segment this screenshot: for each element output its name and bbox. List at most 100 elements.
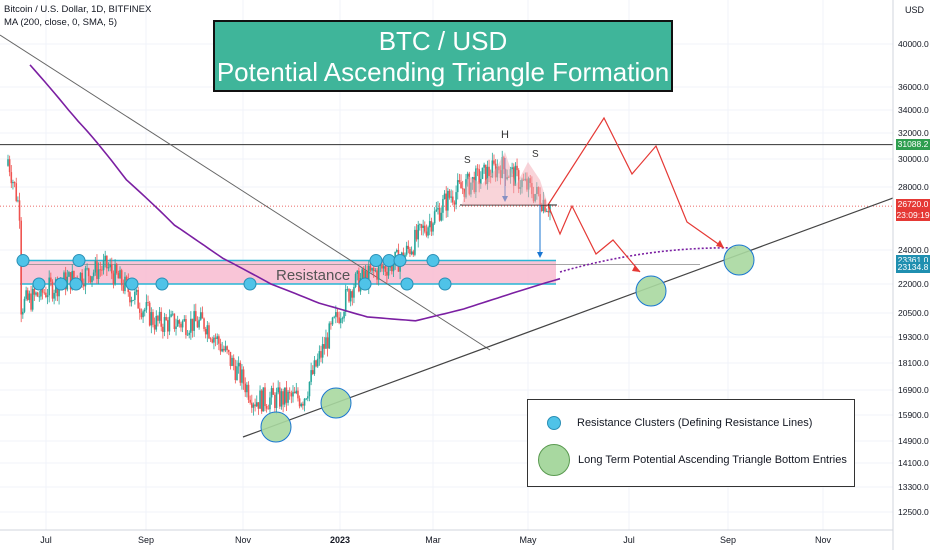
candle-body: [241, 369, 243, 383]
candle-body: [162, 326, 164, 332]
candle-body: [410, 251, 413, 255]
time-tick: 2023: [330, 535, 350, 545]
candle-body: [262, 387, 265, 412]
candle-body: [297, 390, 299, 399]
candle-body: [209, 338, 212, 340]
candle-body: [282, 391, 284, 405]
price-tick: 28000.0: [898, 182, 929, 192]
candle-body: [102, 260, 105, 271]
resistance-cluster-dot: [16, 254, 30, 268]
resistance-zone: Resistance: [20, 259, 700, 285]
candle-body: [339, 318, 342, 323]
resistance-cluster-dot: [438, 277, 452, 291]
price-tick: 36000.0: [898, 82, 929, 92]
triangle-entry-circle: [260, 411, 292, 443]
projection-path-upper: [547, 116, 725, 249]
candle-body: [211, 339, 214, 343]
moving-average: [29, 64, 739, 322]
candle-body: [275, 392, 278, 408]
candle-body: [130, 300, 133, 303]
candle-body: [129, 292, 131, 303]
candle-body: [323, 344, 326, 349]
time-tick: Nov: [815, 535, 832, 545]
candle-body: [7, 159, 9, 166]
projection-path-lower: [547, 204, 641, 273]
candle-body: [107, 267, 110, 269]
candle-body: [143, 309, 146, 312]
candle-body: [242, 369, 245, 384]
candle-body: [163, 317, 166, 332]
resistance-cluster-dot: [400, 277, 414, 291]
candle-body: [415, 229, 418, 240]
candle-body: [316, 358, 319, 367]
resistance-cluster-dot: [125, 277, 139, 291]
candle-body: [134, 291, 136, 300]
candle-body: [310, 370, 312, 382]
candle-body: [178, 320, 181, 324]
candle-body: [493, 160, 495, 164]
candle-body: [8, 159, 11, 173]
candle-body: [458, 180, 461, 183]
candle-body: [484, 164, 487, 185]
candle-body: [165, 317, 167, 321]
candle-body: [302, 403, 304, 406]
resistance-cluster-dot: [426, 254, 440, 268]
candle-body: [181, 321, 184, 328]
candle-body: [285, 387, 288, 403]
candle-body: [405, 245, 408, 255]
candle-body: [166, 320, 169, 332]
candle-body: [147, 302, 149, 303]
candle-body: [198, 319, 200, 328]
candle-body: [422, 225, 424, 228]
candle-body: [344, 289, 347, 312]
candle-body: [43, 292, 46, 294]
candle-body: [387, 267, 390, 276]
candle-body: [428, 221, 431, 228]
candle-body: [199, 312, 202, 320]
trend-lines: [0, 34, 894, 438]
candle-body: [440, 212, 443, 221]
candle-body: [443, 193, 446, 200]
candle-body: [109, 264, 111, 268]
candle-body: [343, 311, 345, 319]
candle-body: [239, 362, 242, 383]
candle-body: [87, 268, 90, 277]
candle-body: [328, 323, 331, 349]
candle-body: [274, 394, 276, 408]
candle-body: [447, 190, 449, 211]
head-label: H: [501, 129, 509, 141]
candle-body: [335, 312, 337, 317]
price-tag: 23134.8: [896, 262, 930, 274]
candle-body: [349, 291, 352, 302]
price-tag: 23:09:19: [896, 210, 930, 222]
candle-body: [203, 318, 205, 329]
candle-body: [183, 319, 186, 322]
candle-body: [132, 299, 135, 301]
candle-body: [420, 224, 423, 228]
candle-body: [412, 251, 415, 255]
ma-200-line: [29, 64, 561, 322]
candle-body: [176, 320, 179, 327]
candle-body: [124, 276, 126, 292]
price-tag: 31088.2: [896, 138, 930, 150]
price-tag: 26720.0: [896, 199, 930, 211]
candle-body: [173, 313, 176, 329]
candle-body: [280, 391, 283, 407]
candle-body: [191, 318, 194, 331]
candle-body: [298, 398, 301, 407]
candle-body: [433, 211, 436, 224]
candle-body: [259, 390, 261, 409]
candle-body: [122, 285, 125, 292]
candle-body: [227, 350, 230, 352]
candle-body: [251, 402, 253, 408]
resistance-cluster-dot: [72, 254, 86, 268]
candle-body: [148, 302, 151, 326]
candle-body: [219, 343, 222, 352]
candle-body: [22, 311, 24, 315]
candle-body: [336, 312, 339, 318]
candle-body: [313, 360, 316, 374]
candle-body: [91, 276, 93, 283]
candle-body: [341, 318, 344, 320]
candle-body: [104, 255, 106, 261]
candle-body: [160, 311, 163, 327]
